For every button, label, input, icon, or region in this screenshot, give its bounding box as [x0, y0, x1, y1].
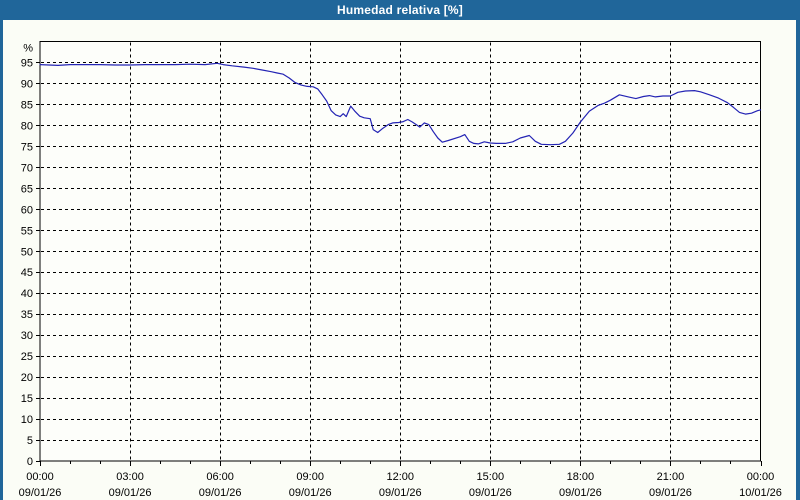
y-axis-label: 70: [21, 162, 33, 174]
y-axis-label: 75: [21, 141, 33, 153]
y-axis-label: 25: [21, 351, 33, 363]
x-axis-date-label: 09/01/26: [649, 487, 692, 497]
x-axis-time-label: 21:00: [657, 471, 685, 483]
x-axis-date-label: 09/01/26: [199, 487, 242, 497]
x-axis-date-label: 09/01/26: [289, 487, 332, 497]
y-axis-label: 80: [21, 120, 33, 132]
title-bar: Humedad relativa [%]: [0, 0, 800, 20]
y-axis-label: 0: [27, 456, 33, 468]
x-axis-date-label: 09/01/26: [469, 487, 512, 497]
y-axis-label: 65: [21, 183, 33, 195]
x-axis-time-label: 09:00: [296, 471, 324, 483]
x-axis-time-label: 00:00: [747, 471, 775, 483]
y-axis-label: 50: [21, 246, 33, 258]
y-axis-label: 55: [21, 225, 33, 237]
x-axis-time-label: 06:00: [206, 471, 234, 483]
chart-area: 0 5 10 15 20 25 30 35 40 45 50 55 60 65 70 75 80 85 90 95% 0…: [0, 20, 800, 500]
humidity-series-line: [39, 62, 762, 146]
y-axis-label: 20: [21, 372, 33, 384]
chart-title: Humedad relativa [%]: [336, 3, 464, 17]
y-axis-label: 45: [21, 267, 33, 279]
x-axis-time-label: 00:00: [26, 471, 54, 483]
y-axis-label: 95: [21, 57, 33, 69]
y-axis-label: 40: [21, 288, 33, 300]
x-axis-date-label: 09/01/26: [559, 487, 602, 497]
y-axis-label: 15: [21, 393, 33, 405]
y-axis-label: 85: [21, 99, 33, 111]
humidity-line-chart: 0 5 10 15 20 25 30 35 40 45 50 55 60 65 70 75 80 85 90 95% 0…: [19, 41, 782, 499]
y-axis-label: 30: [21, 330, 33, 342]
y-axis-label: 5: [27, 435, 33, 447]
x-axis-date-label: 09/01/26: [379, 487, 422, 497]
x-axis-time-label: 18:00: [567, 471, 595, 483]
x-axis-time-label: 12:00: [386, 471, 414, 483]
x-axis-date-label: 09/01/26: [109, 487, 152, 497]
x-axis-date-label: 10/01/26: [739, 487, 782, 497]
x-axis-date-label: 09/01/26: [19, 487, 62, 497]
y-axis-unit-label: %: [23, 43, 33, 55]
y-axis-label: 60: [21, 204, 33, 216]
x-axis-time-label: 15:00: [477, 471, 505, 483]
y-axis-label: 35: [21, 309, 33, 321]
y-axis-label: 10: [21, 414, 33, 426]
y-axis-label: 90: [21, 78, 33, 90]
x-axis-time-label: 03:00: [116, 471, 144, 483]
plot-border: [39, 41, 761, 462]
